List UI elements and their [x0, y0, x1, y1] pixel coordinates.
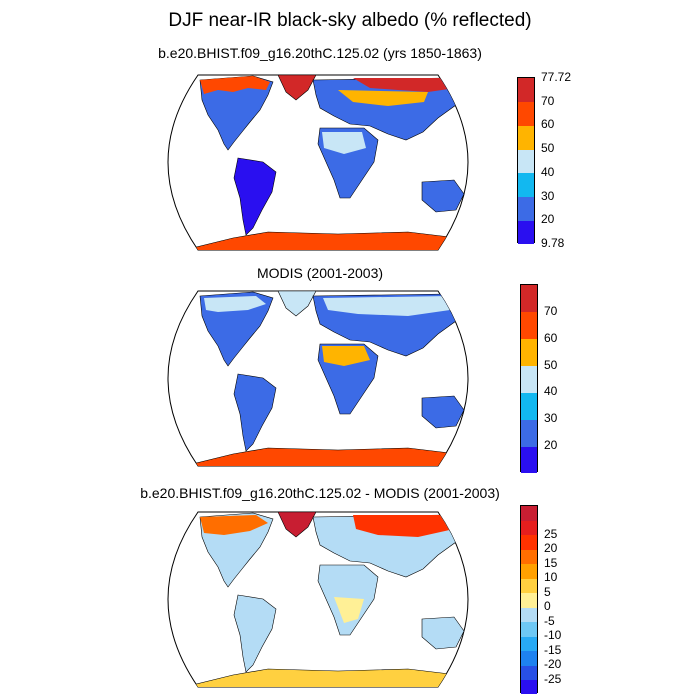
north-america-ice-1 [200, 76, 270, 94]
africa-diff-3 [334, 597, 364, 623]
colorbar-swatch [521, 285, 537, 313]
colorbar-tick-label: -20 [544, 657, 562, 672]
colorbar-swatch [521, 563, 537, 579]
colorbar-swatch [521, 636, 537, 652]
colorbar-tick-label: 77.72 [541, 70, 572, 84]
colorbar-swatch [518, 196, 534, 221]
colorbar-tick-label: 70 [544, 303, 558, 318]
colorbar-box [520, 284, 538, 474]
colorbar-tick-label: 9.78 [541, 236, 565, 250]
colorbar-swatch [521, 592, 537, 608]
eurasia-diff-3 [353, 515, 458, 537]
australia-3 [421, 616, 465, 650]
colorbar-swatch [521, 665, 537, 681]
colorbar-tick-label: 5 [544, 584, 551, 599]
colorbar-swatch [521, 311, 537, 340]
colorbar-tick-label: 0 [544, 599, 551, 614]
australia-2 [421, 395, 465, 429]
colorbar-swatch [521, 338, 537, 367]
panel-2-map-svg [167, 290, 469, 467]
panel-3-map-svg [167, 511, 469, 688]
colorbar-swatch [521, 650, 537, 666]
greenland-1 [277, 75, 317, 101]
greenland-2 [277, 291, 317, 317]
sahara-1 [322, 132, 366, 154]
colorbar-tick-label: 15 [544, 555, 558, 570]
colorbar-tick-label: 50 [544, 357, 558, 372]
antarctica-3 [168, 668, 468, 687]
colorbar-swatch [521, 621, 537, 637]
colorbar-tick-label: 10 [544, 570, 558, 585]
greenland-3 [277, 512, 317, 538]
colorbar-swatch [518, 220, 534, 245]
south-america-1 [233, 157, 277, 236]
north-america-diff-3 [200, 515, 268, 535]
colorbar-swatch [518, 101, 534, 126]
colorbar-swatch [518, 149, 534, 174]
colorbar-tick-label: 25 [544, 526, 558, 541]
colorbar-tick-label: 60 [544, 330, 558, 345]
colorbar-tick-label: -5 [544, 613, 555, 628]
colorbar-tick-label: 40 [541, 164, 555, 179]
colorbar-box [517, 77, 535, 245]
north-america-1 [199, 75, 274, 151]
colorbar-swatch [521, 578, 537, 594]
colorbar-box [520, 505, 538, 695]
south-america-3 [233, 594, 277, 673]
colorbar-tick-label: 20 [544, 438, 558, 453]
colorbar-swatch [521, 520, 537, 536]
antarctica-1 [168, 231, 468, 250]
panel-2-subtitle: MODIS (2001-2003) [256, 265, 384, 281]
colorbar-swatch [521, 446, 537, 474]
panel-1-subtitle: b.e20.BHIST.f09_g16.20thC.125.02 (yrs 18… [158, 45, 482, 61]
eurasia-ice-1 [353, 78, 458, 92]
eurasia-snow-1 [338, 90, 428, 106]
panel-1-map-svg [167, 74, 469, 251]
colorbar-swatch [518, 172, 534, 198]
colorbar-swatch [521, 506, 537, 521]
colorbar-swatch [521, 679, 537, 695]
eurasia-snow-2 [323, 296, 450, 316]
colorbar-swatch [518, 78, 534, 103]
colorbar-tick-label: 50 [541, 141, 555, 156]
colorbar-tick-label: 70 [541, 93, 555, 108]
australia-1 [421, 179, 465, 213]
colorbar-swatch [521, 392, 537, 420]
colorbar-tick-label: -10 [544, 628, 562, 643]
colorbar-swatch [521, 534, 537, 550]
colorbar-swatch [521, 607, 537, 623]
colorbar-tick-label: 30 [544, 411, 558, 426]
panel-3-subtitle: b.e20.BHIST.f09_g16.20thC.125.02 - MODIS… [140, 485, 500, 501]
colorbar-tick-label: 40 [544, 384, 558, 399]
colorbar-swatch [518, 125, 534, 150]
south-america-2 [233, 373, 277, 452]
panel-1-map [138, 70, 498, 255]
panel-3-map [138, 507, 498, 692]
figure-title: DJF near-IR black-sky albedo (% reflecte… [168, 10, 532, 31]
colorbar-swatch [521, 549, 537, 565]
sahara-2 [322, 346, 370, 366]
colorbar-tick-label: 20 [541, 212, 555, 227]
colorbar-tick-label: -15 [544, 642, 562, 657]
panel-2-map [138, 286, 498, 471]
colorbar-tick-label: 20 [544, 541, 558, 556]
north-america-snow-2 [204, 296, 266, 312]
colorbar-tick-label: 60 [541, 117, 555, 132]
antarctica-2 [168, 447, 468, 466]
colorbar-swatch [521, 419, 537, 447]
colorbar-tick-label: -25 [544, 671, 562, 686]
colorbar-swatch [521, 365, 537, 393]
colorbar-tick-label: 30 [541, 188, 555, 203]
